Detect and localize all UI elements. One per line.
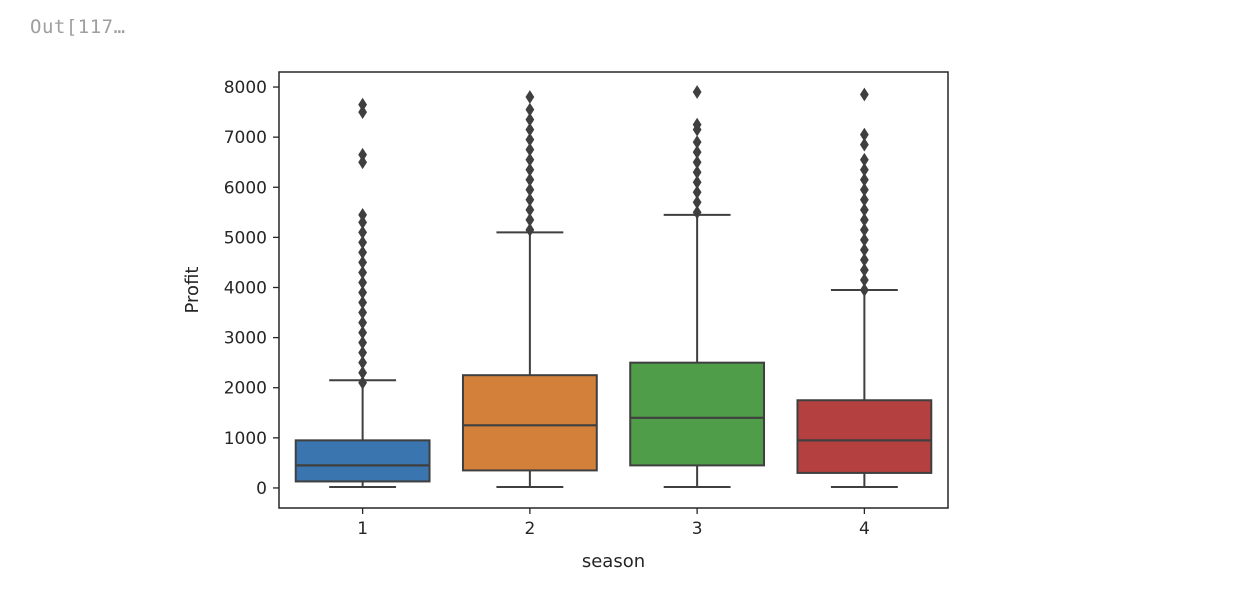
outlier-point xyxy=(525,112,535,127)
outlier-point xyxy=(358,225,368,240)
outlier-point xyxy=(859,127,869,142)
y-tick-label: 5000 xyxy=(224,228,267,248)
outlier-point xyxy=(859,283,869,297)
outlier-point xyxy=(358,155,368,170)
x-tick-label: 4 xyxy=(859,519,870,539)
box-iqr xyxy=(294,439,431,483)
box-group-4 xyxy=(796,87,933,488)
box-iqr xyxy=(629,361,766,467)
outlier-point xyxy=(358,355,368,370)
outlier-point xyxy=(859,202,869,217)
outlier-point xyxy=(859,172,869,187)
outlier-point xyxy=(859,182,869,197)
x-tick-label: 3 xyxy=(692,519,703,539)
outlier-point xyxy=(692,145,702,160)
outlier-point xyxy=(358,147,368,162)
outlier-point xyxy=(859,222,869,237)
outlier-point xyxy=(692,195,702,210)
outlier-point xyxy=(692,155,702,170)
outlier-point xyxy=(525,222,535,237)
outlier-point xyxy=(692,185,702,200)
outlier-point xyxy=(358,325,368,340)
outlier-point xyxy=(859,162,869,177)
outlier-point xyxy=(358,335,368,350)
outlier-point xyxy=(358,215,368,230)
outlier-point xyxy=(859,152,869,167)
outlier-point xyxy=(525,122,535,137)
output-prompt: Out[117… xyxy=(30,16,126,38)
outlier-point xyxy=(692,205,702,220)
outlier-point xyxy=(525,172,535,187)
outlier-point xyxy=(525,162,535,177)
y-axis-label: Profit xyxy=(182,267,203,314)
outlier-point xyxy=(859,212,869,227)
y-tick-label: 0 xyxy=(256,479,267,499)
outlier-point xyxy=(358,345,368,360)
y-tick-label: 2000 xyxy=(224,379,267,399)
outlier-point xyxy=(692,117,702,132)
x-tick-label: 1 xyxy=(357,519,368,539)
outlier-point xyxy=(692,175,702,190)
outlier-point xyxy=(358,275,368,290)
outlier-point xyxy=(859,253,869,267)
outlier-point xyxy=(358,245,368,260)
box-iqr xyxy=(796,399,933,474)
outlier-point xyxy=(525,192,535,207)
box-iqr xyxy=(461,374,598,472)
outlier-point xyxy=(358,305,368,320)
y-tick-label: 8000 xyxy=(224,78,267,98)
box-group-3 xyxy=(629,85,766,488)
box-group-2 xyxy=(461,90,598,488)
outlier-point xyxy=(525,132,535,147)
outlier-point xyxy=(525,142,535,157)
x-axis-label: season xyxy=(582,551,645,572)
outlier-point xyxy=(525,182,535,197)
y-tick-label: 3000 xyxy=(224,329,267,349)
outlier-point xyxy=(358,97,368,112)
outlier-point xyxy=(358,365,368,380)
box-group-1 xyxy=(294,97,431,488)
outlier-point xyxy=(525,152,535,167)
outlier-point xyxy=(859,87,869,102)
y-tick-label: 4000 xyxy=(224,278,267,298)
outlier-point xyxy=(358,105,368,119)
outlier-point xyxy=(358,235,368,250)
plot-area-frame xyxy=(278,71,949,509)
x-tick-label: 2 xyxy=(524,519,535,539)
outlier-point xyxy=(859,243,869,257)
outlier-point xyxy=(859,137,869,152)
outlier-point xyxy=(358,207,368,222)
outlier-point xyxy=(358,295,368,310)
outlier-point xyxy=(859,233,869,247)
y-tick-label: 7000 xyxy=(224,128,267,148)
outlier-point xyxy=(859,263,869,277)
outlier-point xyxy=(525,102,535,117)
y-tick-label: 1000 xyxy=(224,429,267,449)
outlier-point xyxy=(859,192,869,207)
outlier-point xyxy=(358,375,368,390)
outlier-point xyxy=(525,212,535,227)
y-tick-label: 6000 xyxy=(224,178,267,198)
outlier-point xyxy=(859,273,869,287)
outlier-point xyxy=(358,285,368,300)
outlier-point xyxy=(358,265,368,280)
outlier-point xyxy=(692,165,702,180)
outlier-point xyxy=(692,135,702,150)
outlier-point xyxy=(358,255,368,270)
outlier-point xyxy=(525,90,535,104)
outlier-point xyxy=(692,85,702,99)
outlier-point xyxy=(358,315,368,330)
outlier-point xyxy=(525,202,535,217)
